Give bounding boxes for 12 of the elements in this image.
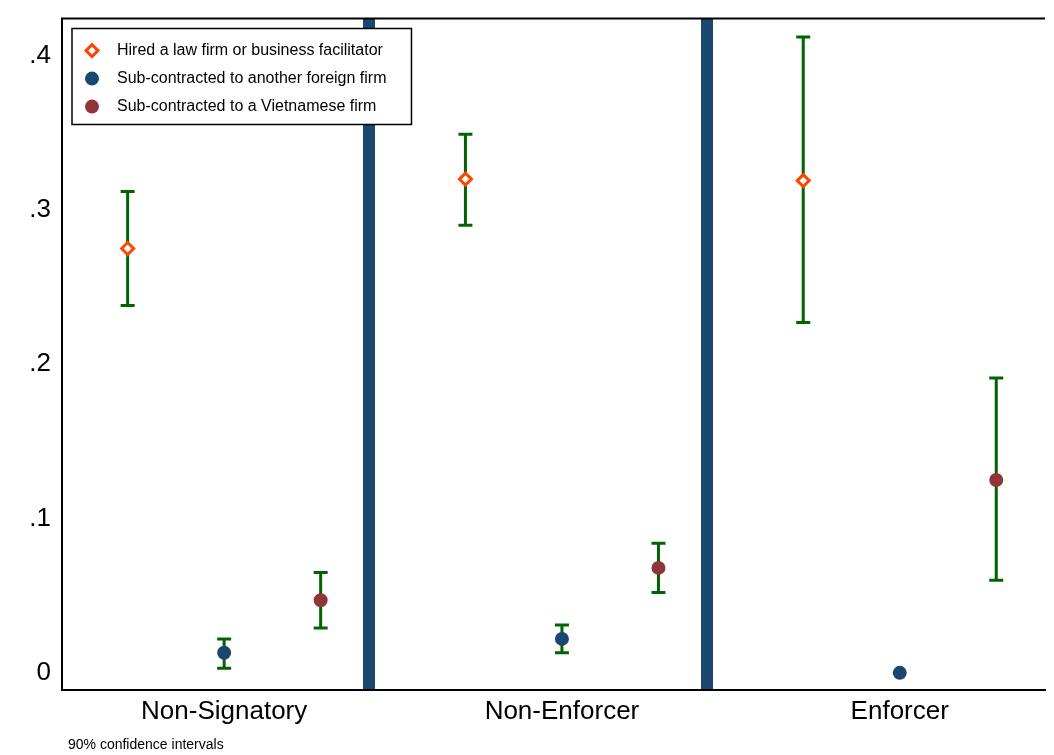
x-tick-label: Non-Signatory [141, 694, 308, 725]
x-tick-label: Non-Enforcer [484, 694, 640, 725]
legend-label: Sub-contracted to another foreign firm [117, 69, 387, 87]
legend-label: Sub-contracted to a Vietnamese firm [117, 97, 377, 115]
text: 90% confidence intervals [68, 735, 224, 752]
y-tick-label: .3 [29, 193, 51, 224]
y-tick-label: .2 [29, 347, 51, 378]
x-tick-label: Enforcer [850, 694, 950, 725]
legend-label: Hired a law firm or business facilitator [117, 41, 384, 59]
y-tick-label: .4 [29, 38, 51, 69]
y-tick-label: 0 [36, 656, 51, 686]
y-tick-label: .1 [29, 501, 51, 532]
